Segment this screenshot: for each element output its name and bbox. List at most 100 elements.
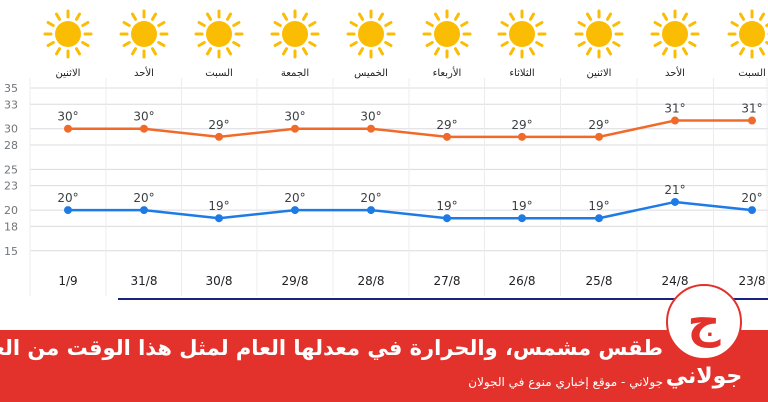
y-tick-label: 30 xyxy=(4,123,18,136)
x-tick-label: 24/8 xyxy=(662,274,689,288)
sun-ray xyxy=(206,47,212,56)
sun-ray xyxy=(612,21,621,27)
sun-ray xyxy=(232,21,241,27)
banner-tagline: جولاني - موقع إخباري منوع في الجولان xyxy=(468,375,663,389)
data-label: 20° xyxy=(360,191,381,205)
logo-glyph: ج xyxy=(666,284,742,360)
sun-ray xyxy=(662,12,668,21)
sun-ray xyxy=(688,21,697,27)
sun-icon xyxy=(422,9,472,59)
sun-ray xyxy=(282,12,288,21)
data-point xyxy=(215,132,223,141)
logo-wordmark: جولاني xyxy=(665,364,743,389)
sun-ray xyxy=(500,41,509,47)
sun-core xyxy=(55,21,81,47)
x-tick-label: 25/8 xyxy=(586,274,613,288)
sun-ray xyxy=(273,21,282,27)
y-tick-label: 25 xyxy=(4,163,18,176)
sun-ray xyxy=(197,21,206,27)
sun-ray xyxy=(612,41,621,47)
sun-core xyxy=(586,21,612,47)
sun-core xyxy=(358,21,384,47)
sun-ray xyxy=(577,21,586,27)
banner-headline[interactable]: طقس مشمس، والحرارة في معدلها العام لمثل … xyxy=(0,336,663,360)
day-label: الخميس xyxy=(354,68,388,79)
data-label: 31° xyxy=(741,102,762,116)
x-tick-label: 26/8 xyxy=(509,274,536,288)
sun-core xyxy=(206,21,232,47)
sun-icon xyxy=(270,9,320,59)
sun-ray xyxy=(232,41,241,47)
sun-ray xyxy=(460,41,469,47)
data-point xyxy=(367,206,375,215)
sun-ray xyxy=(122,21,131,27)
day-label: الأربعاء xyxy=(433,66,462,79)
y-tick-label: 15 xyxy=(4,245,18,258)
sun-ray xyxy=(606,47,612,56)
sun-ray xyxy=(730,21,739,27)
sun-ray xyxy=(425,21,434,27)
data-label: 31° xyxy=(664,102,685,116)
data-label: 20° xyxy=(741,191,762,205)
sun-ray xyxy=(586,47,592,56)
series-line xyxy=(68,119,752,139)
data-label: 21° xyxy=(664,183,685,197)
sun-ray xyxy=(75,47,81,56)
y-tick-label: 23 xyxy=(4,180,18,193)
sun-ray xyxy=(151,47,157,56)
y-tick-label: 18 xyxy=(4,220,18,233)
sun-ray xyxy=(151,12,157,21)
y-tick-label: 35 xyxy=(4,82,18,95)
sun-ray xyxy=(606,12,612,21)
data-point xyxy=(140,124,148,133)
x-tick-label: 30/8 xyxy=(206,274,233,288)
x-tick-label: 1/9 xyxy=(58,274,77,288)
sun-ray xyxy=(425,41,434,47)
sun-ray xyxy=(730,41,739,47)
y-tick-label: 33 xyxy=(4,98,18,111)
data-point xyxy=(595,214,603,223)
day-label: الاثنين xyxy=(56,68,81,79)
x-tick-label: 29/8 xyxy=(282,274,309,288)
sun-ray xyxy=(529,12,535,21)
data-point xyxy=(215,214,223,223)
sun-ray xyxy=(273,41,282,47)
sun-icon xyxy=(650,9,700,59)
data-point xyxy=(140,206,148,215)
sun-ray xyxy=(282,47,288,56)
sun-ray xyxy=(81,41,90,47)
data-point xyxy=(64,206,72,215)
day-label: الاثنين xyxy=(587,68,612,79)
sun-core xyxy=(509,21,535,47)
sun-ray xyxy=(75,12,81,21)
sun-ray xyxy=(434,12,440,21)
sun-ray xyxy=(535,41,544,47)
data-point xyxy=(671,197,679,206)
sun-ray xyxy=(46,21,55,27)
sun-icon xyxy=(194,9,244,59)
sun-icon xyxy=(43,9,93,59)
data-label: 29° xyxy=(436,118,457,132)
data-label: 29° xyxy=(588,118,609,132)
series-line xyxy=(68,200,753,220)
site-logo[interactable]: ج جولاني xyxy=(654,284,768,402)
data-point xyxy=(671,116,679,125)
sun-ray xyxy=(226,12,232,21)
data-point xyxy=(748,206,756,215)
sun-ray xyxy=(308,21,317,27)
x-tick-label: 31/8 xyxy=(131,274,158,288)
data-point xyxy=(291,124,299,133)
sun-ray xyxy=(759,12,765,21)
sun-ray xyxy=(157,41,166,47)
sun-icon xyxy=(346,9,396,59)
data-point xyxy=(518,214,526,223)
day-label: السبت xyxy=(205,68,233,79)
sun-ray xyxy=(55,47,61,56)
sun-ray xyxy=(535,21,544,27)
sun-core xyxy=(434,21,460,47)
data-label: 29° xyxy=(208,118,229,132)
data-label: 30° xyxy=(284,110,305,124)
sun-ray xyxy=(384,41,393,47)
sun-core xyxy=(739,21,765,47)
sun-ray xyxy=(358,12,364,21)
